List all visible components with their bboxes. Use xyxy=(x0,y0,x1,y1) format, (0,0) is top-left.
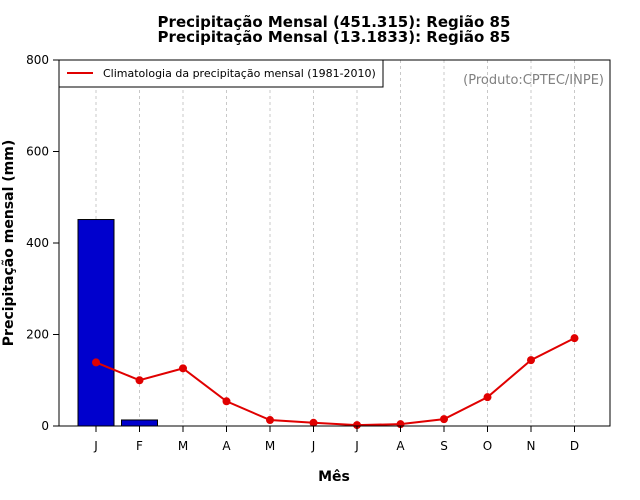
chart-title-line-1: Precipitação Mensal (451.315): Região 85 xyxy=(158,13,511,31)
chart-title-line-2: Precipitação Mensal (13.1833): Região 85 xyxy=(158,28,511,46)
climatology-point-6 xyxy=(309,418,318,427)
y-tick-label-200: 200 xyxy=(26,328,49,342)
y-axis-title: Precipitação mensal (mm) xyxy=(1,140,17,346)
climatology-point-9 xyxy=(440,415,448,424)
legend-box xyxy=(58,59,384,88)
climatology-point-2 xyxy=(135,376,144,385)
climatology-point-11 xyxy=(527,356,535,365)
climatology-point-3 xyxy=(179,364,187,373)
y-tick-label-400: 400 xyxy=(26,236,49,250)
x-tick-label-11: N xyxy=(527,439,536,453)
bar-series xyxy=(77,219,158,427)
x-tick-label-7: J xyxy=(354,439,359,453)
climatology-point-5 xyxy=(266,416,274,425)
legend-label-climatology: Climatologia da precipitação mensal (198… xyxy=(103,67,376,80)
climatology-line xyxy=(95,337,575,427)
x-tick-label-1: J xyxy=(93,439,98,453)
x-tick-label-5: M xyxy=(265,439,275,453)
y-axis: 0 200 400 600 800 xyxy=(26,53,59,433)
x-tick-label-10: O xyxy=(483,439,492,453)
y-tick-label-600: 600 xyxy=(26,145,49,159)
x-tick-label-9: S xyxy=(440,439,448,453)
x-axis-title: Mês xyxy=(318,469,350,485)
x-tick-label-12: D xyxy=(570,439,579,453)
x-tick-label-6: J xyxy=(311,439,316,453)
climatology-point-4 xyxy=(222,397,231,406)
x-tick-label-3: M xyxy=(178,439,188,453)
plot-frame xyxy=(58,59,611,427)
legend: Climatologia da precipitação mensal (198… xyxy=(58,59,384,88)
y-tick-label-0: 0 xyxy=(41,419,49,433)
y-tick-label-800: 800 xyxy=(26,53,49,67)
grid-lines xyxy=(95,60,575,426)
bar-1 xyxy=(77,219,115,427)
x-tick-label-8: A xyxy=(396,439,405,453)
climatology-series xyxy=(92,334,579,430)
bar-2 xyxy=(121,419,158,427)
climatology-point-10 xyxy=(483,393,492,402)
climatology-point-1 xyxy=(92,358,100,367)
climatology-point-7 xyxy=(353,421,361,430)
x-tick-label-4: A xyxy=(222,439,231,453)
x-tick-label-2: F xyxy=(136,439,143,453)
product-credit: (Produto:CPTEC/INPE) xyxy=(463,73,604,88)
climatology-point-12 xyxy=(570,334,579,343)
